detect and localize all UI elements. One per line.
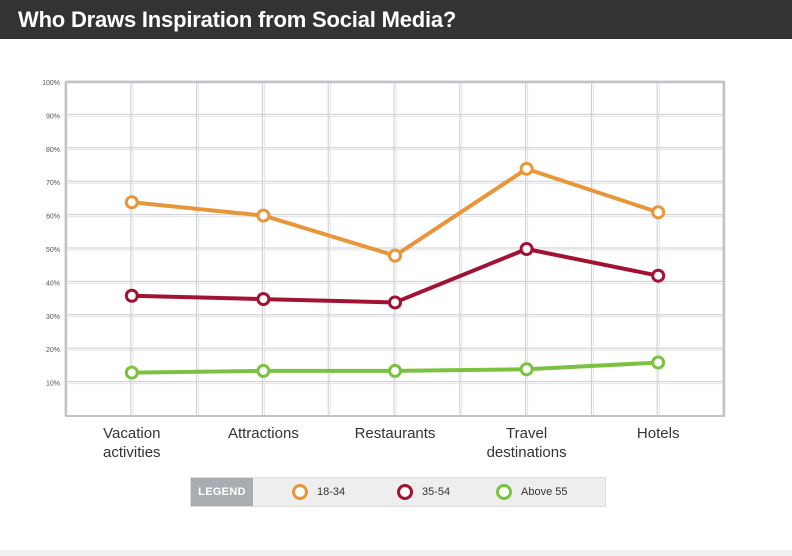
legend-label-above-55: Above 55 xyxy=(521,486,568,498)
legend-swatch-18-34 xyxy=(292,484,308,500)
data-point-above-55 xyxy=(124,365,139,380)
y-tick-label: 80% xyxy=(46,147,60,154)
x-tick-label: destinations xyxy=(487,444,567,461)
data-point-above-55 xyxy=(519,362,534,377)
data-point-35-54 xyxy=(124,288,139,303)
y-tick-label: 100% xyxy=(42,80,60,87)
y-tick-label: 30% xyxy=(46,314,60,321)
bottom-rule xyxy=(0,550,792,556)
title-bar: Who Draws Inspiration from Social Media? xyxy=(0,0,792,39)
legend-label-18-34: 18-34 xyxy=(317,486,346,498)
data-point-35-54 xyxy=(388,295,402,310)
y-tick-label: 70% xyxy=(46,180,60,187)
legend-item-35-54: 35-54 xyxy=(397,478,450,506)
y-tick-label: 10% xyxy=(46,381,60,388)
data-point-above-55 xyxy=(651,355,666,370)
y-tick-label: 50% xyxy=(46,247,60,254)
x-tick-label: Restaurants xyxy=(355,425,436,442)
data-point-35-54 xyxy=(519,242,534,256)
data-point-above-55 xyxy=(256,363,271,378)
legend-item-above-55: Above 55 xyxy=(496,478,567,506)
legend-label-35-54: 35-54 xyxy=(422,486,451,498)
legend-item-18-34: 18-34 xyxy=(292,478,345,506)
x-tick-label: Travel xyxy=(506,425,547,442)
data-point-18-34 xyxy=(651,205,666,220)
data-point-18-34 xyxy=(388,248,402,263)
x-tick-label: Hotels xyxy=(637,425,680,442)
x-tick-label: Attractions xyxy=(228,425,299,442)
legend-swatch-above-55 xyxy=(496,484,512,500)
chart-title: Who Draws Inspiration from Social Media? xyxy=(18,7,457,32)
legend-swatch-35-54 xyxy=(397,484,413,500)
data-point-18-34 xyxy=(124,195,139,210)
data-point-above-55 xyxy=(388,363,402,378)
data-point-35-54 xyxy=(651,268,666,283)
data-point-35-54 xyxy=(256,292,271,307)
data-point-18-34 xyxy=(256,208,271,223)
legend: LEGEND 18-34 35-54 Above 55 xyxy=(190,477,606,507)
y-tick-label: 90% xyxy=(46,113,60,120)
y-tick-label: 40% xyxy=(46,280,60,287)
y-tick-label: 60% xyxy=(46,214,60,221)
data-point-18-34 xyxy=(519,161,534,176)
y-tick-label: 20% xyxy=(46,347,60,354)
legend-heading: LEGEND xyxy=(191,478,253,506)
plot-frame xyxy=(65,81,725,417)
x-tick-label: activities xyxy=(103,444,161,461)
x-tick-label: Vacation xyxy=(103,425,160,442)
